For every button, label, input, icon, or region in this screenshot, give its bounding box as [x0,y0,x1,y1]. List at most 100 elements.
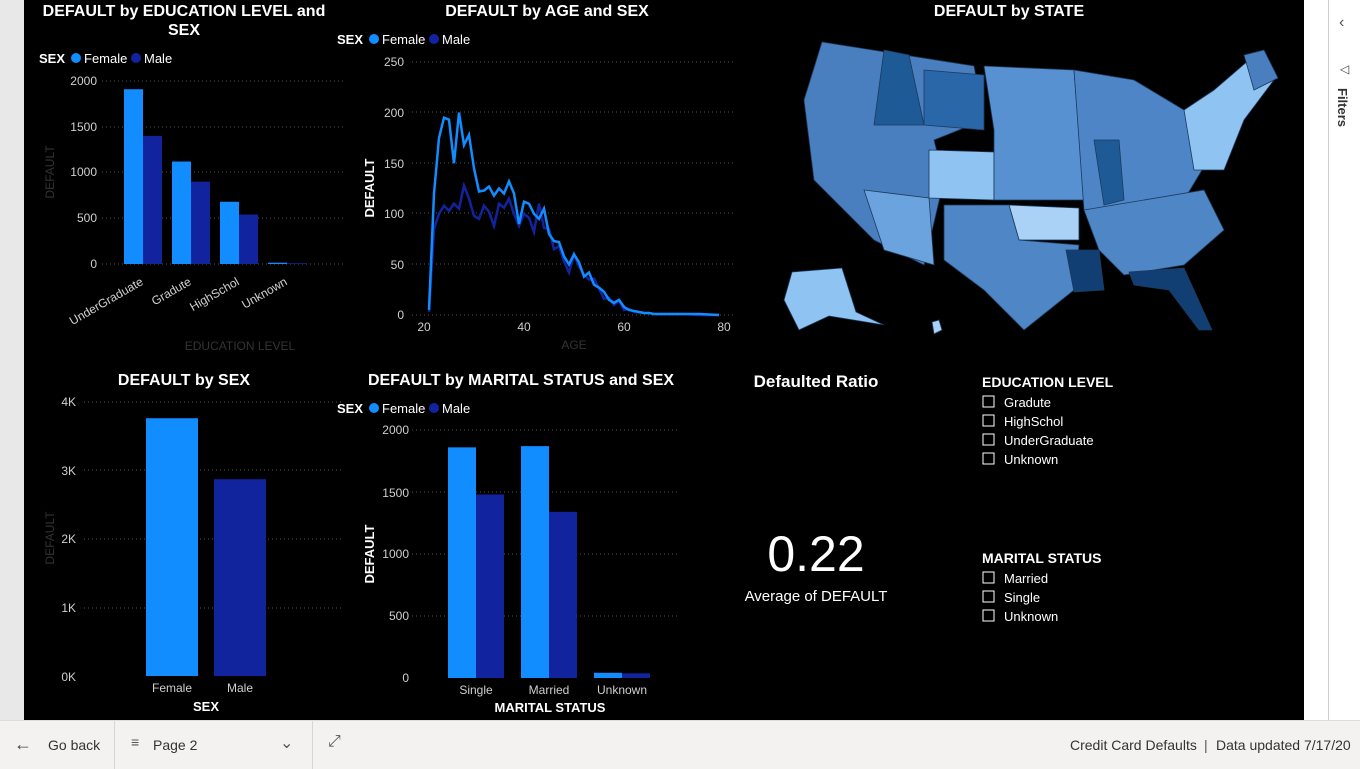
card-value: 0.22 [767,526,864,582]
x-tick: Married [529,683,570,697]
slicer-item-highschol[interactable]: HighSchol [982,414,1063,429]
checkbox[interactable] [982,571,995,584]
map-plains [983,65,1085,201]
back-arrow-icon[interactable]: ← [14,734,32,754]
card-defaulted-ratio[interactable]: Defaulted Ratio 0.22 Average of DEFAULT [724,368,964,618]
x-tick: Male [227,681,253,695]
slicer-item-unknown[interactable]: Unknown [982,452,1058,467]
line-female [427,112,720,317]
x-tick: 40 [517,320,531,334]
chart-title: DEFAULT by STATE [934,3,1085,20]
data-updated-label: Data updated 7/17/20 [1216,737,1351,753]
y-tick: 0 [90,257,97,271]
y-axis-ticks: 2000 1500 1000 500 0 [382,423,409,685]
slicer-item-unknown[interactable]: Unknown [982,609,1058,624]
checkbox[interactable] [982,395,995,408]
legend-male-label: Male [442,32,470,47]
bar-female [172,161,191,264]
canvas-margin [1304,0,1328,720]
map-louisiana [1065,249,1105,293]
map-colorado [928,149,995,201]
checkbox[interactable] [982,609,995,622]
slicer-marital-status[interactable]: MARITAL STATUS Married Single Unknown [974,544,1174,634]
legend-male-label: Male [144,51,172,66]
slicer-item-label: HighSchol [1004,414,1063,429]
line-male [427,181,719,317]
x-tick: 20 [417,320,431,334]
slicer-item-label: UnderGraduate [1004,433,1094,448]
bar-female [521,446,549,678]
funnel-icon: ◁ [1340,62,1350,76]
go-back-button[interactable]: Go back [48,737,101,753]
checkbox[interactable] [982,452,995,465]
slicer-item-married[interactable]: Married [982,571,1048,586]
bar-female [220,201,239,264]
gridlines [84,401,344,609]
report-canvas: DEFAULT by EDUCATION LEVEL and SEX SEX F… [24,0,1304,720]
chart-default-by-sex[interactable]: DEFAULT by SEX DEFAULT 4K 3K 2K 1K 0K Fe… [24,368,344,720]
bar-male [143,135,162,264]
legend-female-label: Female [84,51,127,66]
legend-title: SEX [39,51,65,66]
slicer-item-undergraduate[interactable]: UnderGraduate [982,433,1094,448]
chevron-down-icon[interactable]: ⌄ [280,735,294,752]
bar-male [214,479,266,676]
checkbox[interactable] [982,414,995,427]
legend-male-marker [429,403,439,413]
bar-female [146,418,198,676]
y-tick: 150 [384,157,404,171]
slicer-item-gradute[interactable]: Gradute [982,395,1051,410]
report-name: Credit Card Defaults [1070,737,1197,753]
y-axis-ticks: 2000 1500 1000 500 0 [70,74,97,271]
x-axis-ticks: 20 40 60 80 [417,320,731,334]
bar-male [476,494,504,678]
checkbox[interactable] [982,590,995,603]
gridlines [412,61,734,316]
legend-male-marker [131,53,141,63]
map-default-by-state[interactable]: DEFAULT by STATE [744,0,1284,350]
bars [448,446,650,678]
y-tick: 250 [384,55,404,69]
checkbox[interactable] [982,433,995,446]
page-list-icon: ≡ [131,734,140,750]
slicer-item-label: Unknown [1004,452,1058,467]
card-label: Average of DEFAULT [745,588,888,605]
slicer-item-single[interactable]: Single [982,590,1040,605]
page-selector[interactable]: Page 2 [153,737,198,753]
slicer-item-label: Married [1004,571,1048,586]
slicer-item-label: Unknown [1004,609,1058,624]
y-tick: 50 [391,258,405,272]
divider [312,721,313,769]
y-tick: 1000 [382,547,409,561]
collapse-icon[interactable]: ⤢ [328,733,341,750]
legend-female-marker [369,34,379,44]
chart-title: DEFAULT by SEX [118,372,250,389]
legend-female-label: Female [382,32,425,47]
x-tick: 80 [717,320,731,334]
legend-female-marker [71,53,81,63]
chart-default-by-education[interactable]: DEFAULT by EDUCATION LEVEL and SEX SEX F… [24,0,344,360]
y-tick: 2K [61,532,76,546]
y-tick: 3K [61,464,76,478]
legend-title: SEX [337,401,363,416]
slicer-education-level[interactable]: EDUCATION LEVEL Gradute HighSchol UnderG… [974,368,1174,478]
chevron-left-icon[interactable]: ‹ [1339,14,1345,31]
bar-female [448,447,476,678]
chart-title: DEFAULT by MARITAL STATUS and SEX [368,372,674,389]
x-tick: Unknown [597,683,647,697]
legend-female-label: Female [382,401,425,416]
chart-default-by-marital[interactable]: DEFAULT by MARITAL STATUS and SEX SEX Fe… [334,368,694,720]
y-tick: 200 [384,106,404,120]
x-axis-title: AGE [561,338,586,352]
status-divider: | [1204,737,1208,753]
legend-female-marker [369,403,379,413]
slicer-item-label: Single [1004,590,1040,605]
y-tick: 2000 [70,74,97,88]
chart-default-by-age[interactable]: DEFAULT by AGE and SEX SEX Female Male D… [334,0,734,360]
filters-pane-label[interactable]: Filters [1335,88,1350,128]
filters-pane[interactable]: ‹ ◁ Filters [1328,0,1360,720]
y-axis-title: DEFAULT [362,158,377,217]
chart-title: DEFAULT by AGE and SEX [445,3,649,20]
bar-male [239,214,258,264]
